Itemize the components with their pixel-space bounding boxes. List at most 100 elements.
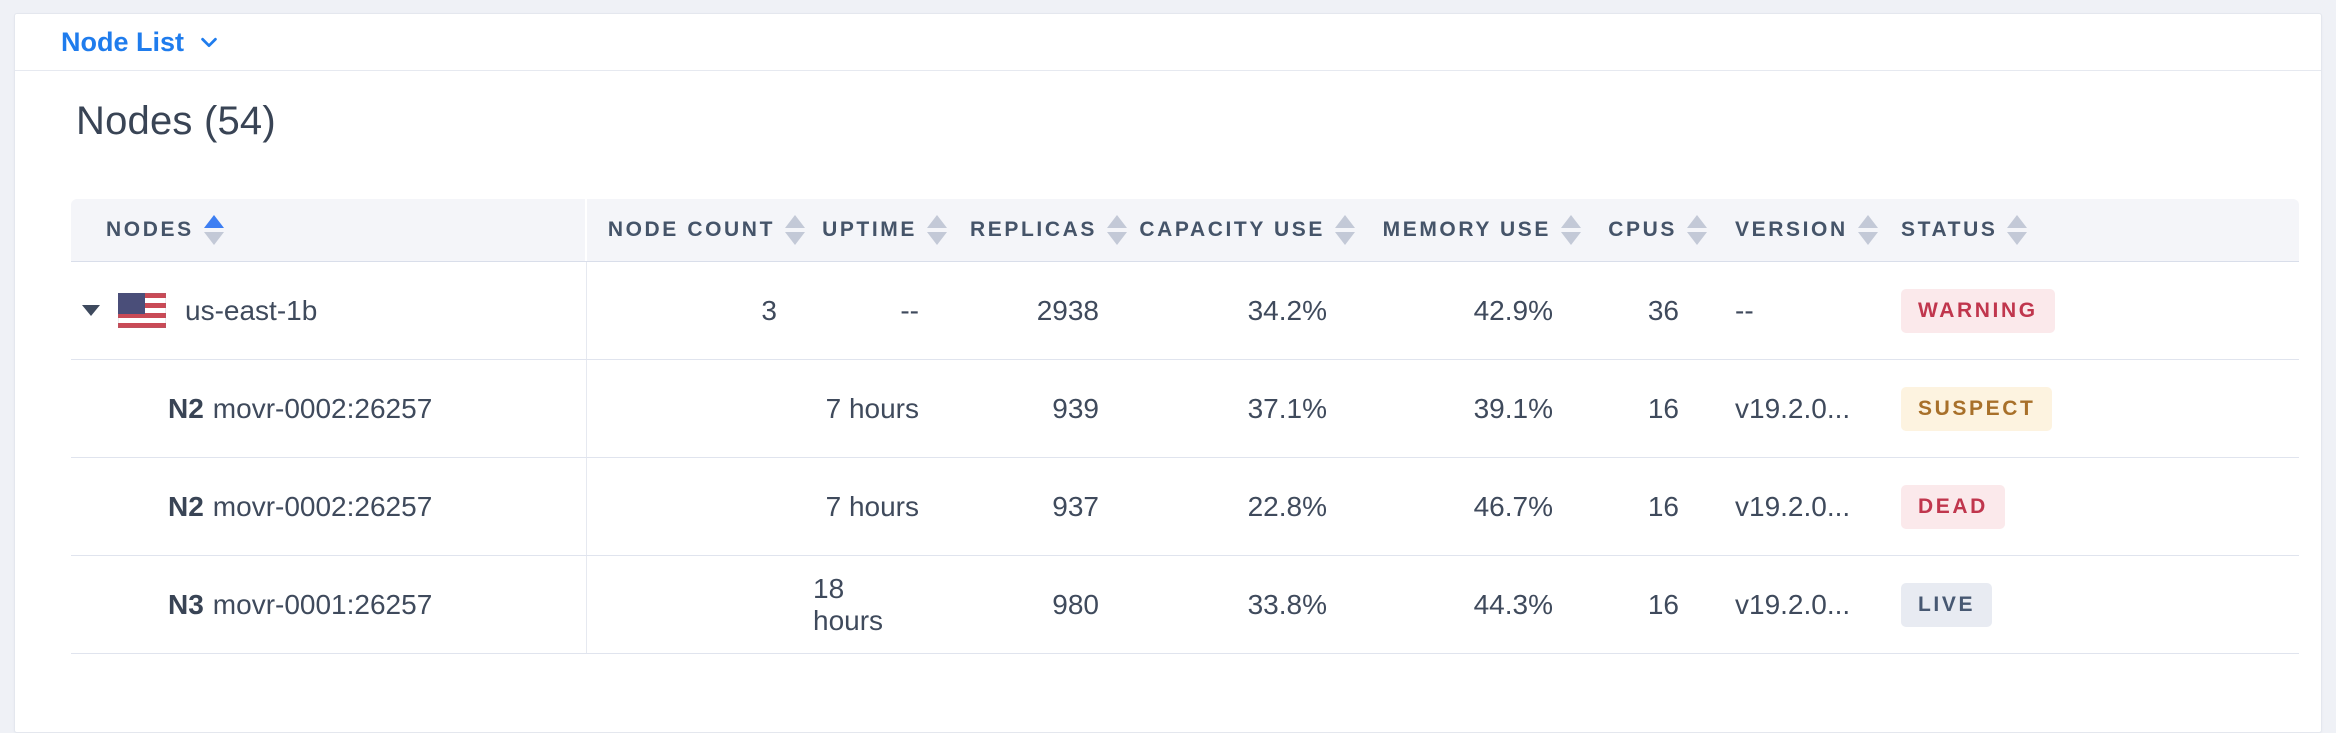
column-header-version[interactable]: VERSION — [1715, 199, 1881, 261]
uptime-cell: 7 hours — [813, 458, 955, 555]
node-count-cell — [587, 556, 813, 653]
node-address: movr-0002:26257 — [212, 490, 433, 522]
capacity-use-cell: 34.2% — [1135, 262, 1363, 359]
column-header-status[interactable]: STATUS — [1881, 199, 2299, 261]
sort-icon[interactable] — [1561, 215, 1581, 245]
column-header-label: CAPACITY USE — [1139, 218, 1325, 241]
version-cell: v19.2.0... — [1715, 360, 1881, 457]
sort-icon[interactable] — [927, 215, 947, 245]
memory-use-cell: 39.1% — [1363, 360, 1589, 457]
sort-icon[interactable] — [1107, 215, 1127, 245]
replicas-cell: 939 — [955, 360, 1135, 457]
sort-icon[interactable] — [1687, 215, 1707, 245]
region-name: us-east-1b — [185, 294, 318, 326]
memory-use-value: 44.3% — [1473, 588, 1553, 620]
capacity-use-value: 22.8% — [1247, 490, 1327, 522]
node-count-cell — [587, 360, 813, 457]
replicas-value: 939 — [1052, 392, 1099, 424]
column-header-label: STATUS — [1901, 218, 1998, 241]
view-selector-bar: Node List — [15, 14, 2321, 71]
cpus-value: 16 — [1647, 588, 1679, 620]
sort-icon[interactable] — [785, 215, 805, 245]
uptime-value: -- — [900, 294, 919, 326]
memory-use-value: 39.1% — [1473, 392, 1553, 424]
table-header-row: NODES NODE COUNT UPTIME REPLICAS CAPACIT… — [71, 199, 2299, 262]
status-badge: SUSPECT — [1901, 386, 2053, 431]
page-title: Nodes (54) — [76, 99, 276, 143]
column-header-label: NODE COUNT — [607, 218, 775, 241]
sort-icon[interactable] — [1857, 215, 1878, 245]
memory-use-cell: 44.3% — [1363, 556, 1589, 653]
node-list-dropdown-label: Node List — [61, 26, 185, 57]
capacity-use-value: 37.1% — [1247, 392, 1327, 424]
cpus-cell: 16 — [1589, 556, 1715, 653]
collapse-caret-icon[interactable] — [82, 305, 100, 316]
capacity-use-cell: 37.1% — [1135, 360, 1363, 457]
capacity-use-cell: 22.8% — [1135, 458, 1363, 555]
cpus-value: 16 — [1647, 490, 1679, 522]
column-header-label: CPUS — [1608, 218, 1677, 241]
cpus-value: 16 — [1647, 392, 1679, 424]
version-cell: -- — [1715, 262, 1881, 359]
table-row-node-n3[interactable]: N3 movr-0001:26257 18 hours 980 33.8% 44… — [71, 556, 2299, 654]
status-badge: WARNING — [1901, 288, 2055, 333]
uptime-value: 7 hours — [825, 392, 919, 424]
replicas-value: 980 — [1052, 588, 1099, 620]
node-list-dropdown[interactable]: Node List — [61, 27, 220, 58]
uptime-value: 18 hours — [813, 572, 884, 636]
column-header-memory-use[interactable]: MEMORY USE — [1363, 199, 1589, 261]
column-header-label: UPTIME — [822, 218, 917, 241]
column-header-node-count[interactable]: NODE COUNT — [587, 199, 813, 261]
memory-use-cell: 46.7% — [1363, 458, 1589, 555]
node-count-value: 3 — [761, 294, 777, 326]
column-header-replicas[interactable]: REPLICAS — [955, 199, 1135, 261]
table-row-node-n2[interactable]: N2 movr-0002:26257 7 hours 939 37.1% 39.… — [71, 360, 2299, 458]
column-header-uptime[interactable]: UPTIME — [813, 199, 955, 261]
status-badge: LIVE — [1901, 582, 1993, 627]
status-cell: DEAD — [1881, 458, 2299, 555]
node-id: N3 — [168, 588, 204, 620]
cpus-value: 36 — [1647, 294, 1679, 326]
node-count-cell: 3 — [587, 262, 813, 359]
replicas-cell: 980 — [955, 556, 1135, 653]
uptime-cell: 7 hours — [813, 360, 955, 457]
status-cell: LIVE — [1881, 556, 2299, 653]
column-header-capacity-use[interactable]: CAPACITY USE — [1135, 199, 1363, 261]
capacity-use-cell: 33.8% — [1135, 556, 1363, 653]
status-badge: DEAD — [1901, 484, 2005, 529]
sort-icon-asc-active[interactable] — [203, 215, 224, 245]
column-header-label: REPLICAS — [970, 218, 1097, 241]
uptime-cell: 18 hours — [813, 556, 955, 653]
sort-icon[interactable] — [1335, 215, 1355, 245]
node-name-cell: N2 movr-0002:26257 — [71, 360, 587, 457]
column-header-label: VERSION — [1735, 218, 1848, 241]
version-value: v19.2.0... — [1735, 490, 1851, 522]
nodes-section: Nodes (54) NODES NODE COUNT UPTIME REPLI… — [15, 71, 2321, 654]
chevron-down-icon — [201, 37, 217, 48]
memory-use-cell: 42.9% — [1363, 262, 1589, 359]
uptime-value: 7 hours — [825, 490, 919, 522]
node-name-cell: N2 movr-0002:26257 — [71, 458, 587, 555]
capacity-use-value: 34.2% — [1247, 294, 1327, 326]
node-address: movr-0001:26257 — [212, 588, 433, 620]
node-name-cell: N3 movr-0001:26257 — [71, 556, 587, 653]
node-id: N2 — [168, 490, 204, 522]
cpus-cell: 16 — [1589, 458, 1715, 555]
replicas-value: 937 — [1052, 490, 1099, 522]
cpus-cell: 36 — [1589, 262, 1715, 359]
node-address: movr-0002:26257 — [212, 392, 433, 424]
node-list-card: Node List Nodes (54) NODES NODE COUNT UP… — [14, 13, 2322, 733]
version-value: v19.2.0... — [1735, 588, 1851, 620]
column-header-label: MEMORY USE — [1382, 218, 1551, 241]
replicas-cell: 2938 — [955, 262, 1135, 359]
column-header-cpus[interactable]: CPUS — [1589, 199, 1715, 261]
nodes-table: NODES NODE COUNT UPTIME REPLICAS CAPACIT… — [71, 199, 2299, 654]
memory-use-value: 46.7% — [1473, 490, 1553, 522]
version-cell: v19.2.0... — [1715, 458, 1881, 555]
region-name-cell: us-east-1b — [71, 262, 587, 359]
column-header-nodes[interactable]: NODES — [71, 199, 587, 261]
table-row-region-us-east-1b[interactable]: us-east-1b 3 -- 2938 34.2% 42.9% 36 -- W… — [71, 262, 2299, 360]
sort-icon[interactable] — [2007, 215, 2028, 245]
replicas-value: 2938 — [1036, 294, 1099, 326]
table-row-node-n2-dead[interactable]: N2 movr-0002:26257 7 hours 937 22.8% 46.… — [71, 458, 2299, 556]
